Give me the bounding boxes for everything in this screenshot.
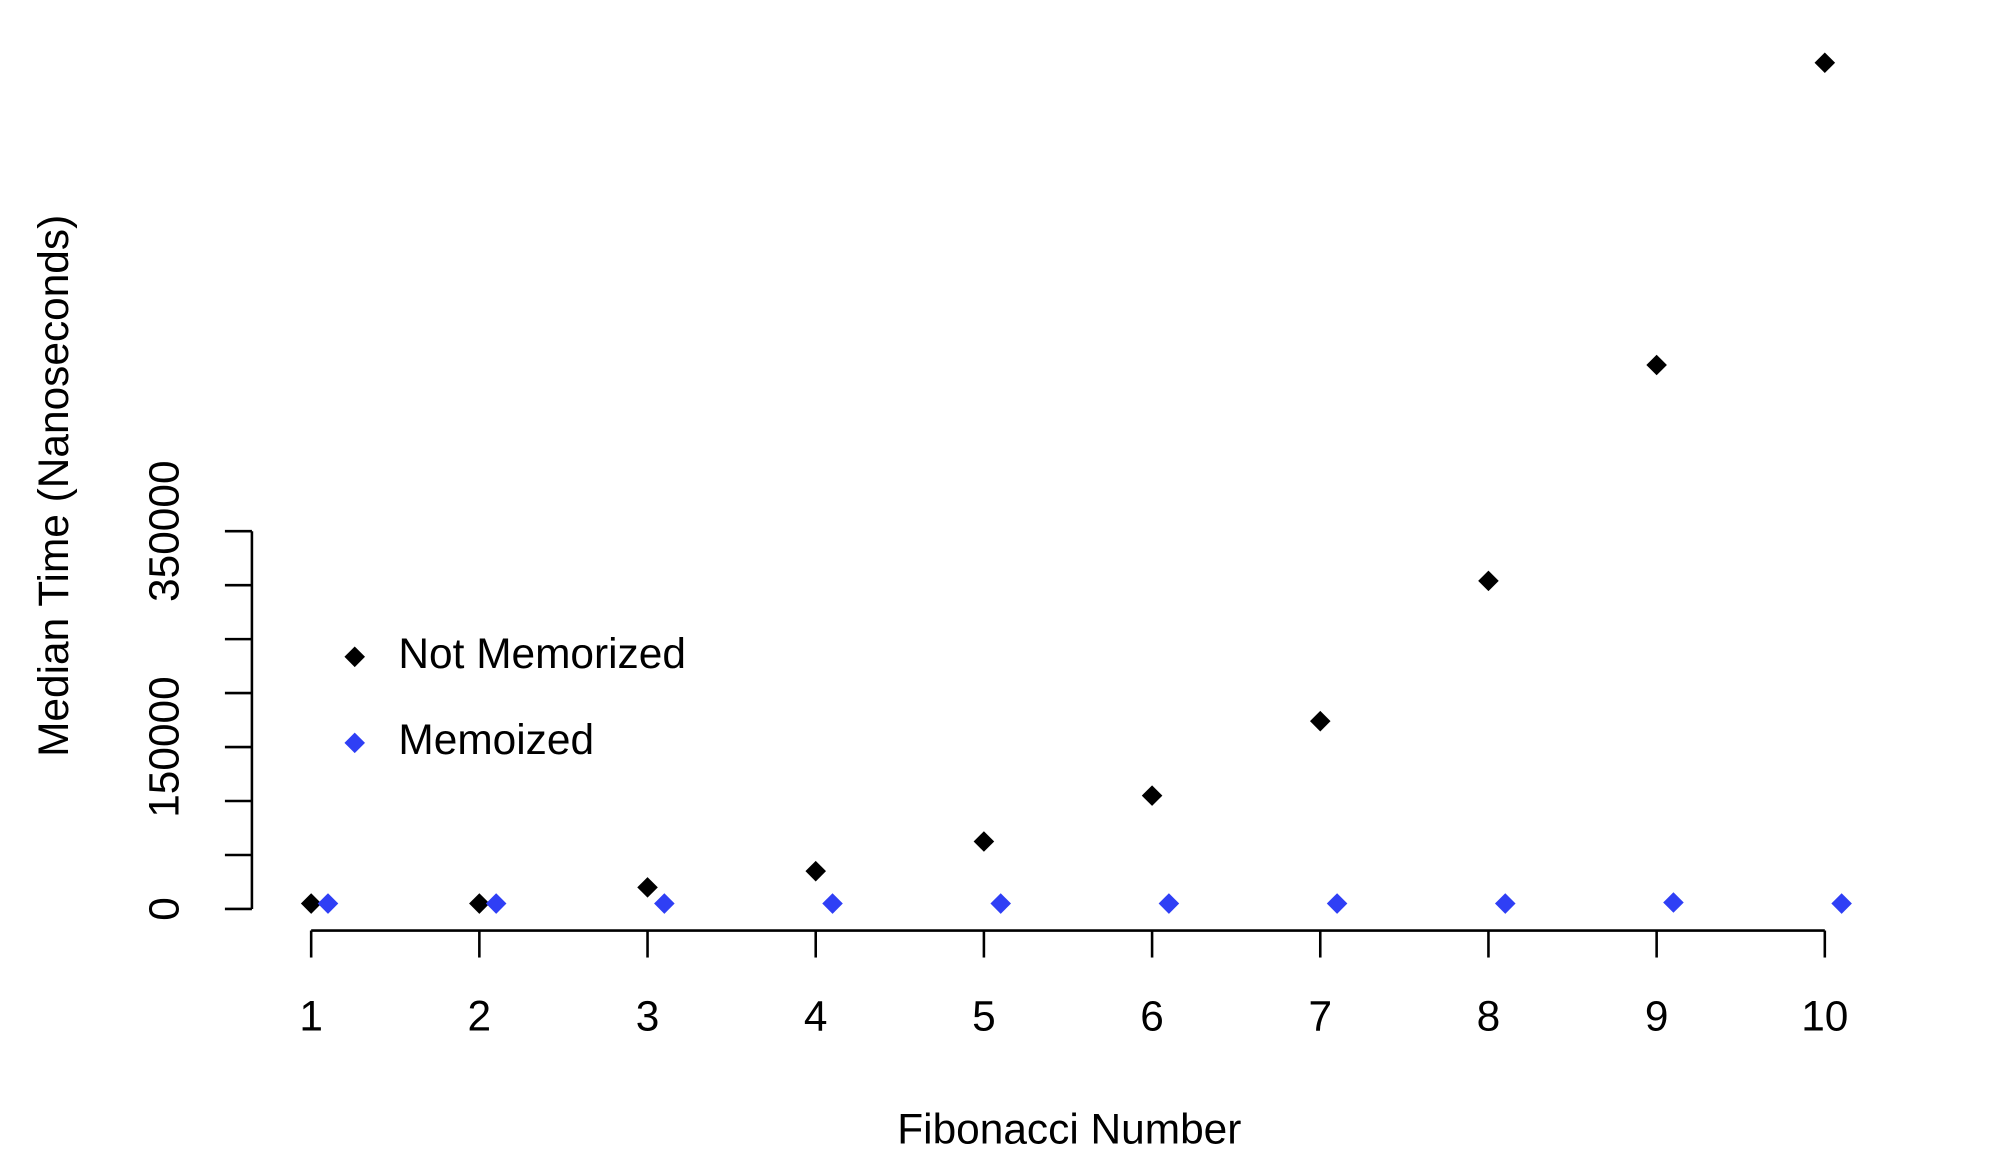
- data-point: [1141, 785, 1163, 806]
- y-tick-label: 0: [140, 897, 187, 921]
- y-tick-label: 150000: [140, 676, 187, 818]
- x-tick-label: 2: [468, 992, 492, 1039]
- legend-marker: [344, 646, 366, 668]
- data-point: [1158, 893, 1180, 914]
- x-tick-label: 10: [1801, 992, 1848, 1039]
- data-point: [1663, 892, 1684, 913]
- x-tick-label: 8: [1477, 992, 1501, 1039]
- legend-label: Not Memorized: [398, 630, 686, 677]
- data-point: [805, 860, 827, 882]
- data-point: [654, 893, 675, 914]
- x-tick-label: 7: [1308, 992, 1332, 1039]
- x-tick-label: 6: [1140, 992, 1164, 1039]
- y-axis-label: Median Time (Nanoseconds): [30, 215, 77, 757]
- data-point: [1494, 893, 1516, 914]
- y-tick-label: 350000: [140, 460, 187, 602]
- legend-label: Memoized: [398, 716, 594, 763]
- data-point: [1309, 710, 1331, 732]
- data-point: [317, 893, 339, 914]
- data-point: [1646, 354, 1667, 376]
- data-point: [637, 877, 658, 898]
- x-tick-label: 5: [972, 992, 996, 1039]
- legend-marker: [344, 732, 366, 754]
- x-axis-label: Fibonacci Number: [897, 1106, 1241, 1153]
- data-point: [469, 893, 490, 914]
- x-tick-label: 4: [804, 992, 828, 1039]
- data-point: [1831, 893, 1852, 914]
- data-point: [822, 893, 843, 914]
- data-point: [990, 893, 1012, 914]
- data-point: [1814, 52, 1836, 74]
- data-point: [300, 893, 322, 914]
- data-point: [485, 893, 507, 914]
- data-point: [1326, 893, 1348, 914]
- x-tick-label: 9: [1645, 992, 1669, 1039]
- x-tick-label: 1: [299, 992, 323, 1039]
- x-tick-label: 3: [636, 992, 660, 1039]
- data-point: [1478, 570, 1499, 592]
- data-point: [973, 831, 995, 852]
